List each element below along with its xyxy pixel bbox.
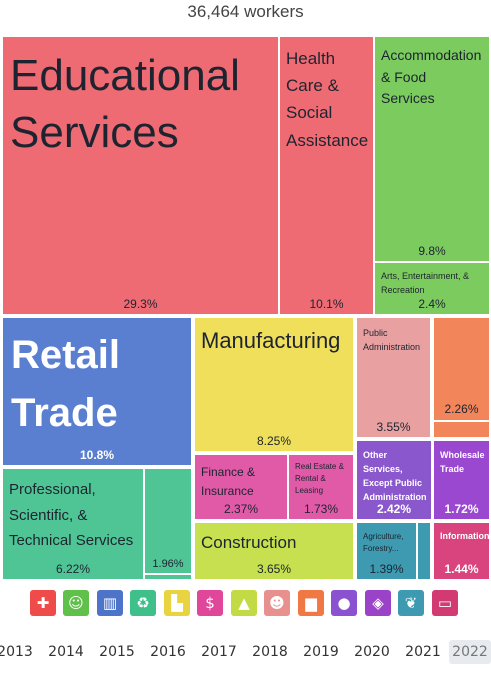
tile-percent: 1.39% [369,562,404,576]
tile-percent: 2.26% [444,402,479,416]
tile-label: Agriculture, Forestry... [363,532,404,553]
year-button-2017[interactable]: 2017 [201,644,237,660]
tile-percent: 1.44% [444,562,479,576]
person-icon[interactable]: ● [331,590,357,616]
tile-label: Educational Services [10,51,240,158]
traffic-cone-icon[interactable]: ▲ [231,590,257,616]
worker-count-title: 36,464 workers [187,2,304,21]
tile-label: Manufacturing [201,328,341,353]
tile-label: Wholesale Trade [440,450,485,474]
tile-percent: 1.96% [152,558,184,570]
wheat-icon[interactable]: ❦ [398,590,424,616]
tile-label: Professional, Scientific, & Technical Se… [9,481,134,549]
year-button-2015[interactable]: 2015 [99,644,135,660]
tile-percent: 2.37% [223,502,259,516]
tile-real-estate[interactable]: Real Estate & Rental & Leasing 1.73% [289,455,353,519]
tile-finance-insurance[interactable]: Finance & Insurance 2.37% [195,455,287,519]
tile-label: Arts, Entertainment, & Recreation [381,271,470,296]
tile-professional-sub[interactable]: 1.96% [145,469,191,573]
tile-percent: 1.73% [303,502,339,516]
year-button-2013[interactable]: 2013 [0,644,33,660]
tile-percent: 8.25% [256,434,292,448]
tile-arts-entertainment[interactable]: Arts, Entertainment, & Recreation 2.4% [375,263,489,314]
tile-manufacturing[interactable]: Manufacturing 8.25% [195,318,353,451]
tile-retail-trade[interactable]: Retail Trade 10.8% [3,318,191,465]
year-button-2020[interactable]: 2020 [354,644,390,660]
tile-label: Health Care & Social Assistance [286,49,369,150]
tile-construction[interactable]: Construction 3.65% [195,523,353,579]
tile-wholesale-trade[interactable]: Wholesale Trade 1.72% [434,441,489,519]
tile-percent: 3.55% [376,420,411,434]
year-button-2022-selected[interactable]: 2022 [449,640,491,664]
health-cross-icon[interactable]: ✚ [30,590,56,616]
bank-building-icon[interactable]: $ [197,590,223,616]
tile-agriculture-sub[interactable] [418,523,430,579]
tile-orange-industry[interactable]: 2.26% [434,318,489,420]
storefront-icon[interactable]: ▥ [97,590,123,616]
tile-information[interactable]: Information 1.44% [434,523,489,579]
truck-icon[interactable]: ▆ [298,590,324,616]
tile-orange-sub[interactable] [434,422,489,437]
tile-percent: 9.8% [418,244,446,258]
tile-other-services[interactable]: Other Services, Except Public Administra… [357,441,431,519]
year-button-2021[interactable]: 2021 [405,644,441,660]
year-button-2014[interactable]: 2014 [48,644,84,660]
tile-professional-services[interactable]: Professional, Scientific, & Technical Se… [3,469,143,579]
tile-label: Finance & Insurance [201,465,256,499]
tile-health-care[interactable]: Health Care & Social Assistance 10.1% [280,37,373,314]
tile-percent: 29.3% [123,297,158,311]
year-button-2018[interactable]: 2018 [252,644,288,660]
tile-label: Construction [201,533,297,552]
tile-professional-sub-small[interactable] [145,575,191,579]
theater-masks-icon[interactable]: ☺ [63,590,89,616]
year-button-2016[interactable]: 2016 [150,644,186,660]
industry-icon-row: ✚ ☺ ▥ ♻ ▙ $ ▲ ☻ ▆ ● ◈ ❦ ▭ [30,590,462,618]
tile-percent: 2.4% [418,297,446,311]
tile-label: Public Administration [363,328,421,353]
tile-label: Information [440,531,489,541]
tile-percent: 2.42% [376,502,412,516]
tile-public-administration[interactable]: Public Administration 3.55% [357,318,430,437]
year-button-2019[interactable]: 2019 [303,644,339,660]
tile-accommodation-food[interactable]: Accommodation & Food Services 9.8% [375,37,489,261]
tile-label: Other Services, Except Public Administra… [363,450,427,502]
tile-educational-services[interactable]: Educational Services 29.3% [3,37,278,314]
tile-label: Accommodation & Food Services [381,47,482,107]
tile-label: Real Estate & Rental & Leasing [295,462,344,495]
factory-icon[interactable]: ▙ [164,590,190,616]
year-selector: 2013 2014 2015 2016 2017 2018 2019 2020 … [0,640,491,666]
tile-percent: 3.65% [256,562,292,576]
tile-percent: 6.22% [55,562,91,576]
computer-icon[interactable]: ▭ [432,590,458,616]
recycle-icon[interactable]: ♻ [130,590,156,616]
tile-percent: 10.8% [79,448,115,462]
tile-label: Retail Trade [11,333,120,435]
tile-agriculture[interactable]: Agriculture, Forestry... 1.39% [357,523,416,579]
box-icon[interactable]: ◈ [365,590,391,616]
tile-percent: 1.72% [444,502,479,516]
tile-percent: 10.1% [309,297,344,311]
people-icon[interactable]: ☻ [264,590,290,616]
